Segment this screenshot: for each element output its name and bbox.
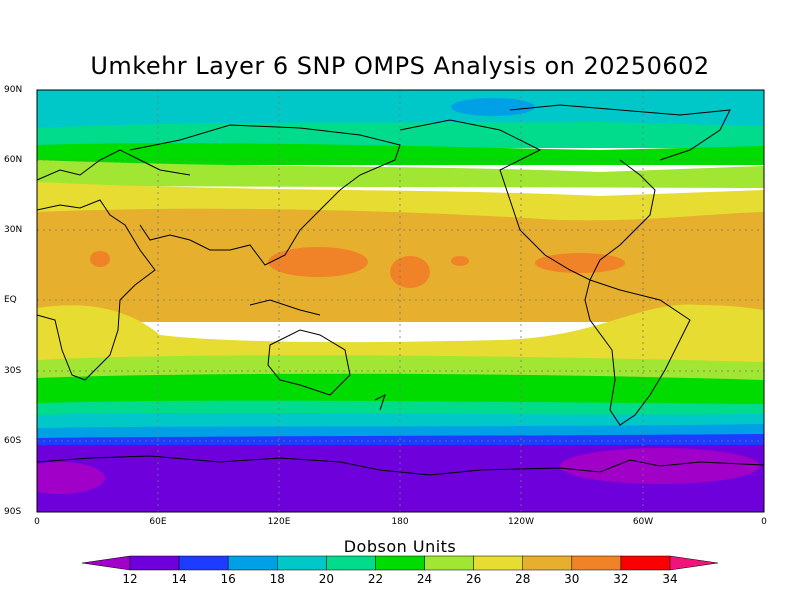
lon-label: 120E <box>267 517 291 527</box>
colorbar-tick-label: 22 <box>367 572 384 586</box>
colorbar-tick-label: 32 <box>613 572 629 586</box>
lat-label: 60S <box>4 436 22 446</box>
colorbar-segment <box>571 555 622 571</box>
lat-label: EQ <box>4 295 17 305</box>
colorbar-segment <box>227 555 278 571</box>
colorbar-low-arrow <box>81 555 131 571</box>
lon-label: 180 <box>391 517 409 527</box>
lon-label: 120W <box>507 517 535 527</box>
lat-label: 30S <box>4 366 22 376</box>
lon-label: 0 <box>761 517 767 527</box>
colorbar-tick-label: 18 <box>269 572 285 586</box>
colorbar-high-arrow <box>669 555 719 571</box>
colorbar-tick-label: 26 <box>465 572 482 586</box>
coastlines <box>36 104 765 476</box>
lon-label: 60W <box>632 517 654 527</box>
colorbar-segment <box>326 555 376 571</box>
lat-label: 60N <box>4 155 23 165</box>
colorbar-tick-label: 28 <box>515 572 531 586</box>
colorbar-segment <box>473 555 523 571</box>
lat-label: 30N <box>4 225 23 235</box>
colorbar-segment <box>129 555 180 571</box>
colorbar-tick-label: 34 <box>662 572 678 586</box>
colorbar-segment <box>178 555 229 571</box>
map-title: Umkehr Layer 6 SNP OMPS Analysis on 2025… <box>90 52 710 80</box>
lat-label: 90S <box>4 507 22 517</box>
graticule <box>37 90 764 512</box>
colorbar-tick-label: 12 <box>122 572 138 586</box>
lat-label: 90N <box>4 85 23 95</box>
colorbar-segment <box>620 555 671 571</box>
lon-label: 60E <box>149 517 167 527</box>
lon-label: 0 <box>34 517 40 527</box>
legend-title: Dobson Units <box>343 537 457 556</box>
colorbar-tick-label: 16 <box>220 572 236 586</box>
colorbar-segment <box>375 555 425 571</box>
colorbar-tick-label: 20 <box>318 572 334 586</box>
colorbar-segment <box>522 555 573 571</box>
colorbar-tick-label: 14 <box>171 572 187 586</box>
plot-frame <box>36 89 765 513</box>
colorbar-tick-label: 30 <box>564 572 580 586</box>
colorbar-segment <box>424 555 474 571</box>
colorbar <box>81 555 719 571</box>
colorbar-segment <box>277 555 327 571</box>
colorbar-tick-label: 24 <box>416 572 433 586</box>
